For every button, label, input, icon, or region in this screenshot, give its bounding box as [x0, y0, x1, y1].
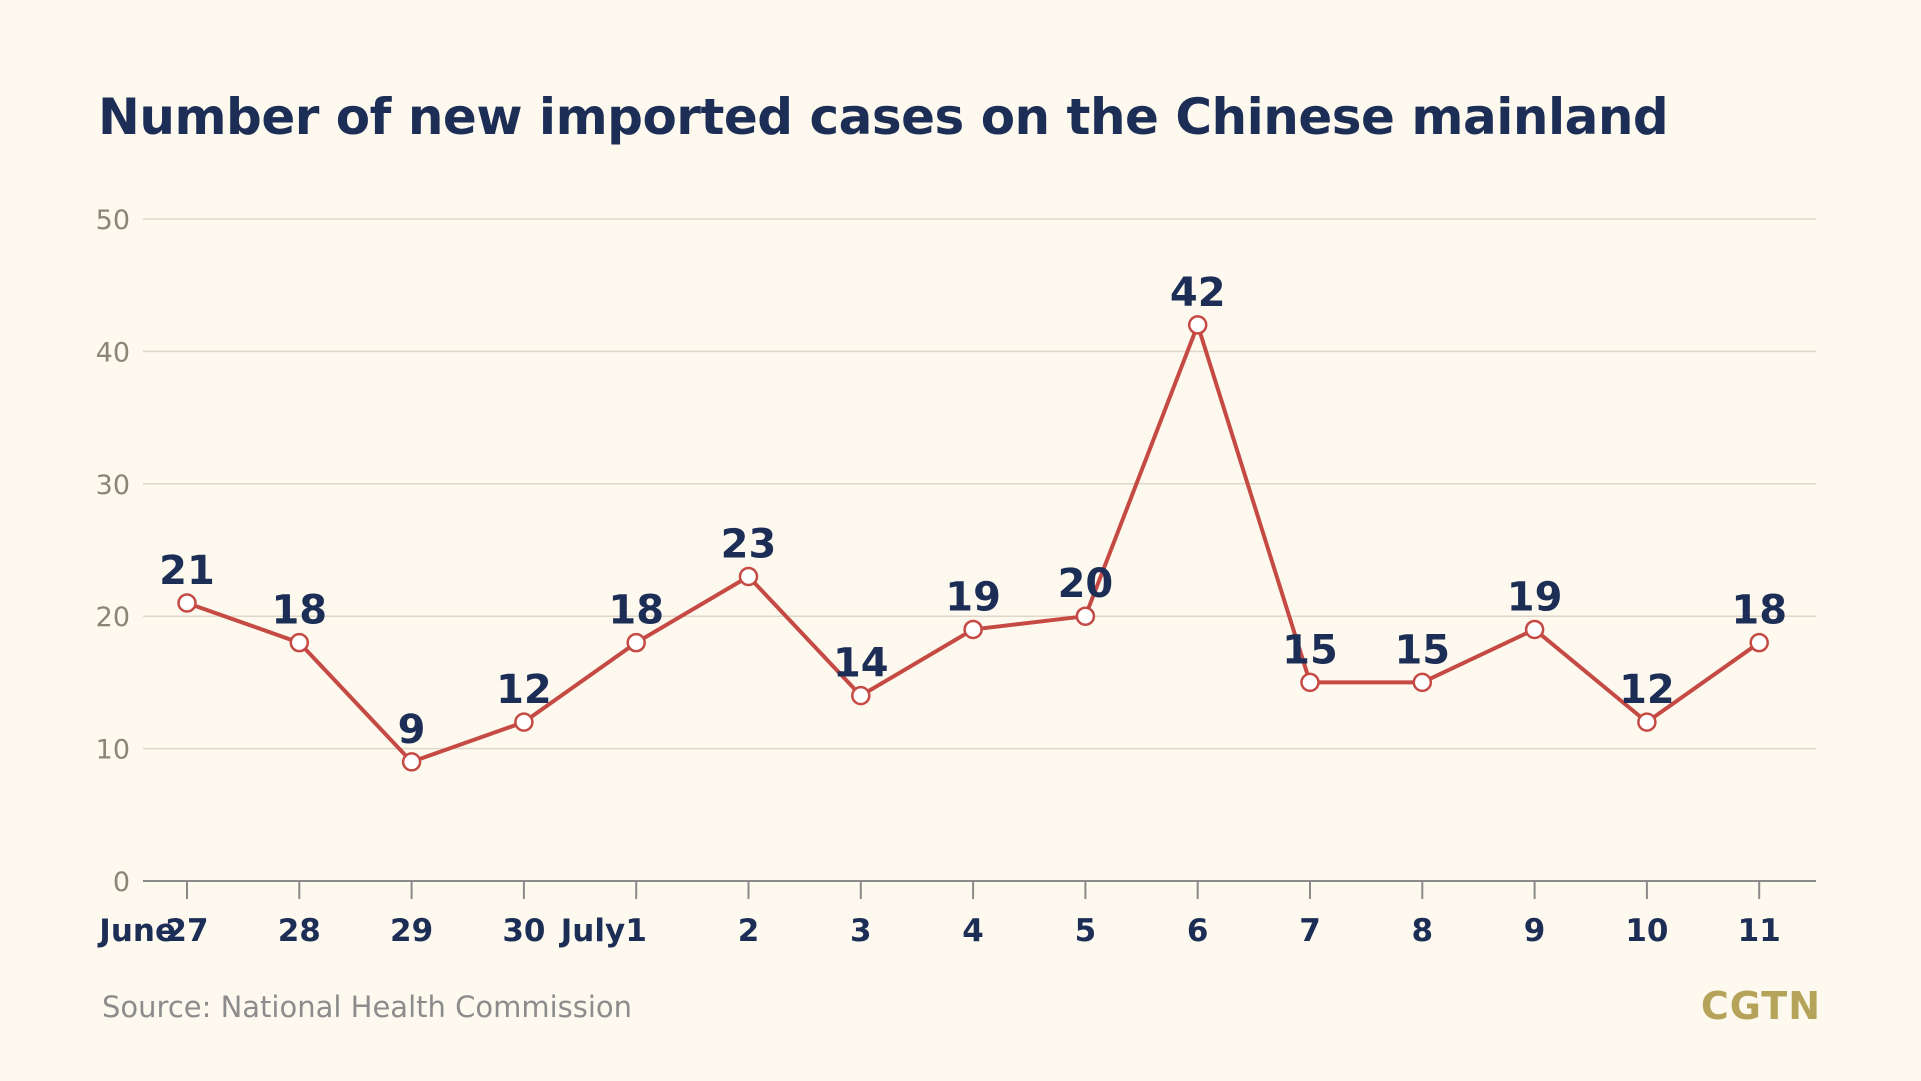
x-tick-label: 10: [1625, 913, 1668, 949]
series-line: [185, 322, 1762, 764]
data-label: 12: [496, 667, 552, 713]
y-tick-label: 40: [96, 337, 130, 368]
data-point: [963, 619, 983, 640]
data-label: 12: [1619, 667, 1675, 713]
data-point: [1637, 712, 1657, 732]
data-point: [401, 752, 422, 772]
data-point: [738, 566, 759, 587]
source-note: Source: National Health Commission: [102, 990, 633, 1024]
data-label: 18: [1731, 588, 1787, 634]
x-tick-label: 28: [278, 913, 321, 949]
x-tick-label: 2: [738, 913, 760, 949]
chart-title: Number of new imported cases on the Chin…: [98, 88, 1669, 146]
x-tick-label: 8: [1412, 913, 1434, 949]
data-point: [514, 712, 534, 732]
x-tick-label: 5: [1075, 913, 1097, 949]
data-label: 9: [398, 707, 426, 753]
y-tick-label: 30: [96, 470, 130, 501]
data-label: 19: [945, 574, 1001, 620]
y-tick-label: 10: [96, 735, 130, 766]
data-label: 15: [1282, 627, 1338, 673]
x-tick-label: 6: [1187, 913, 1209, 949]
data-point: [289, 632, 310, 653]
data-label: 21: [159, 548, 215, 594]
y-tick-label: 20: [96, 602, 130, 633]
data-point: [1075, 606, 1096, 626]
x-tick-label: June27: [97, 913, 208, 949]
x-tick-label: 7: [1299, 913, 1321, 949]
data-label: 20: [1058, 561, 1114, 607]
x-tick-label: 9: [1524, 913, 1546, 949]
data-point: [1300, 672, 1320, 693]
data-point: [1749, 632, 1769, 653]
x-tick-label: 11: [1738, 913, 1781, 949]
data-label: 19: [1507, 574, 1563, 620]
data-point: [1187, 315, 1208, 335]
data-point: [177, 593, 197, 613]
data-label: 14: [833, 641, 889, 687]
x-tick-label: 4: [962, 913, 984, 949]
data-label: 23: [721, 521, 777, 567]
x-tick-label: 29: [390, 913, 433, 949]
data-point: [1412, 672, 1433, 693]
x-tick-label: July1: [559, 913, 647, 949]
x-tick-label: 30: [502, 913, 545, 949]
y-tick-label: 50: [96, 205, 130, 236]
data-label: 18: [608, 588, 664, 634]
data-point: [1524, 619, 1545, 640]
x-tick-label: 3: [850, 913, 872, 949]
data-point: [851, 685, 871, 706]
data-label: 18: [271, 588, 327, 634]
data-label: 42: [1170, 270, 1226, 316]
brand-logo: CGTN: [1700, 984, 1821, 1028]
data-point: [626, 632, 646, 653]
y-tick-label: 0: [113, 867, 130, 898]
data-label: 15: [1394, 627, 1450, 673]
